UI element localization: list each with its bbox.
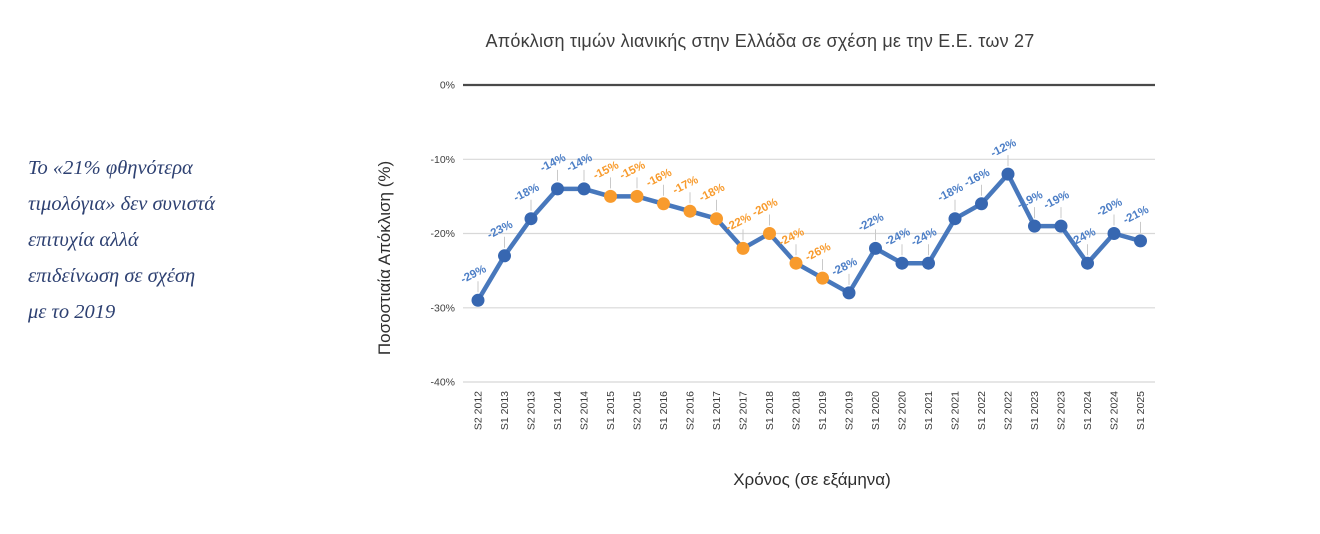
x-tick-label: S2 2016 — [685, 391, 697, 430]
data-point[interactable] — [895, 256, 909, 270]
data-label: -22% — [856, 211, 885, 234]
x-axis-title: Χρόνος (σε εξάμηνα) — [733, 470, 891, 489]
x-tick-label: S1 2014 — [552, 391, 564, 430]
data-label: -24% — [883, 226, 912, 249]
y-tick-label: 0% — [440, 80, 455, 92]
annotation-text: Το «21% φθηνότερα τιμολόγια» δεν συνιστά… — [28, 157, 215, 323]
x-tick-label: S1 2017 — [711, 391, 723, 430]
x-tick-label: S1 2025 — [1135, 391, 1147, 430]
data-point[interactable] — [1001, 167, 1015, 181]
x-tick-label: S2 2014 — [579, 391, 591, 430]
x-tick-label: S1 2013 — [499, 391, 511, 430]
y-tick-label: -30% — [430, 302, 455, 314]
data-point[interactable] — [604, 189, 617, 203]
data-label: -14% — [565, 152, 594, 175]
x-tick-label: S1 2016 — [658, 391, 670, 430]
x-tick-label: S1 2020 — [870, 391, 882, 430]
data-label: -20% — [1095, 196, 1124, 219]
x-tick-label: S2 2022 — [1003, 391, 1015, 430]
data-label: -12% — [989, 137, 1018, 160]
data-point[interactable] — [657, 197, 670, 211]
data-label: -16% — [962, 167, 991, 190]
x-tick-label: S1 2021 — [923, 391, 935, 430]
x-tick-label: S1 2024 — [1082, 391, 1094, 430]
x-tick-label: S2 2021 — [950, 391, 962, 430]
data-point[interactable] — [630, 189, 644, 203]
data-point[interactable] — [789, 256, 803, 270]
x-tick-label: S2 2019 — [844, 391, 856, 430]
data-label: -24% — [1068, 226, 1097, 249]
data-label: -15% — [591, 159, 620, 182]
data-label: -17% — [671, 174, 700, 197]
data-point[interactable] — [524, 212, 538, 226]
data-label: -24% — [777, 226, 806, 249]
data-point[interactable] — [975, 197, 988, 211]
x-tick-label: S1 2019 — [817, 391, 829, 430]
data-point[interactable] — [683, 204, 697, 218]
data-label: -19% — [1042, 189, 1071, 212]
data-label: -21% — [1121, 204, 1150, 227]
y-tick-label: -10% — [430, 154, 455, 166]
data-point[interactable] — [816, 271, 829, 285]
x-tick-label: S2 2015 — [632, 391, 644, 430]
data-label: -14% — [538, 152, 567, 175]
data-point[interactable] — [948, 212, 962, 226]
data-label: -16% — [644, 167, 673, 190]
data-label: -20% — [750, 196, 779, 219]
x-tick-label: S2 2023 — [1056, 391, 1068, 430]
x-tick-label: S2 2012 — [473, 391, 485, 430]
x-tick-label: S2 2013 — [526, 391, 538, 430]
data-label: -28% — [830, 256, 859, 279]
chart-title: Απόκλιση τιμών λιανικής στην Ελλάδα σε σ… — [485, 31, 1035, 51]
data-label: -18% — [512, 182, 541, 205]
x-tick-label: S2 2024 — [1109, 391, 1121, 430]
data-point[interactable] — [922, 256, 935, 270]
data-point[interactable] — [551, 182, 564, 196]
data-label: -15% — [618, 159, 647, 182]
data-label: -29% — [459, 263, 488, 286]
y-tick-label: -20% — [430, 228, 455, 240]
x-tick-label: S2 2018 — [791, 391, 803, 430]
data-point[interactable] — [498, 249, 511, 263]
data-point[interactable] — [842, 286, 856, 300]
data-point[interactable] — [1054, 219, 1068, 233]
x-tick-label: S2 2017 — [738, 391, 750, 430]
x-tick-label: S1 2022 — [976, 391, 988, 430]
data-point[interactable] — [869, 241, 882, 255]
data-point[interactable] — [1134, 234, 1147, 248]
data-label: -22% — [724, 211, 753, 234]
x-tick-label: S2 2020 — [897, 391, 909, 430]
data-point[interactable] — [577, 182, 591, 196]
data-label: -26% — [803, 241, 832, 264]
data-label: -23% — [485, 219, 514, 242]
x-tick-label: S1 2018 — [764, 391, 776, 430]
data-label: -18% — [697, 182, 726, 205]
data-point[interactable] — [1107, 227, 1121, 240]
data-label: -24% — [909, 226, 938, 249]
data-point[interactable] — [1028, 219, 1041, 233]
data-label: -18% — [936, 182, 965, 205]
x-tick-label: S1 2015 — [605, 391, 617, 430]
y-tick-label: -40% — [430, 377, 455, 389]
x-tick-label: S1 2023 — [1029, 391, 1041, 430]
data-point[interactable] — [471, 293, 485, 307]
data-point[interactable] — [736, 241, 750, 255]
data-point[interactable] — [710, 212, 723, 226]
data-point[interactable] — [763, 227, 776, 240]
data-point[interactable] — [1081, 256, 1094, 270]
